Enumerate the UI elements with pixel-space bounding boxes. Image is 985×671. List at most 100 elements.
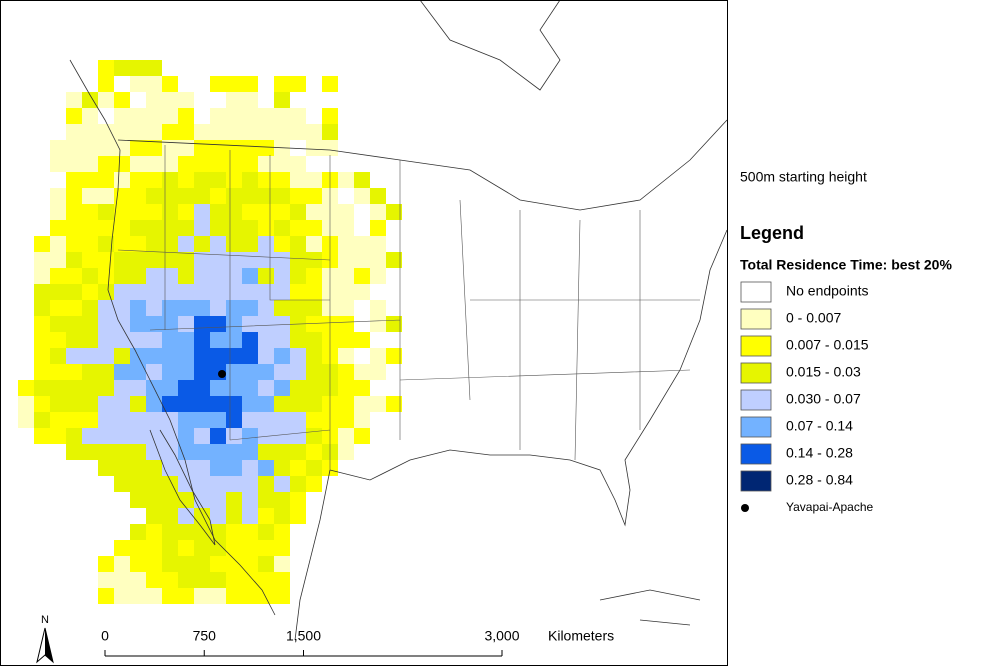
grid-cell [274,300,290,316]
grid-cell [322,108,338,124]
grid-cell [370,204,386,220]
grid-cell [274,204,290,220]
grid-cell [354,396,370,412]
grid-cell [178,156,194,172]
legend: No endpoints 0 - 0.007 0.007 - 0.015 0.015 … [740,281,873,514]
legend-site-label: Yavapai-Apache [786,500,873,514]
grid-cell [274,252,290,268]
grid-cell [226,220,242,236]
grid-cell [146,92,162,108]
grid-cell [194,396,210,412]
grid-cell [274,316,290,332]
north-label: N [41,614,49,626]
grid-cell [34,364,50,380]
grid-cell [226,396,242,412]
grid-cell [66,428,82,444]
grid-cell [226,476,242,492]
grid-cell [82,76,98,92]
grid-cell [146,332,162,348]
grid-cell [82,60,98,76]
grid-cell [130,108,146,124]
grid-cell [226,556,242,572]
scale-label: 750 [193,628,217,644]
grid-cell [130,268,146,284]
grid-cell [210,204,226,220]
grid-cell [258,140,274,156]
grid-cell [274,284,290,300]
grid-cell [290,476,306,492]
grid-cell [226,460,242,476]
grid-cell [306,92,322,108]
grid-cell [258,124,274,140]
grid-cell [178,332,194,348]
grid-cell [306,204,322,220]
grid-cell [258,76,274,92]
grid-cell [386,284,402,300]
grid-cell [258,412,274,428]
grid-cell [210,396,226,412]
grid-cell [274,460,290,476]
grid-cell [242,412,258,428]
legend-label: 0.07 - 0.14 [786,418,853,434]
grid-cell [162,140,178,156]
grid-cell [210,540,226,556]
grid-cell [194,524,210,540]
grid-cell [194,508,210,524]
grid-cell [226,268,242,284]
grid-cell [114,428,130,444]
grid-cell [98,556,114,572]
grid-cell [242,236,258,252]
grid-cell [130,140,146,156]
grid-cell [274,380,290,396]
grid-cell [178,108,194,124]
grid-cell [162,172,178,188]
grid-cell [226,316,242,332]
grid-cell [178,124,194,140]
grid-cell [210,284,226,300]
grid-cell [338,380,354,396]
grid-cell [242,444,258,460]
grid-cell [194,444,210,460]
grid-cell [258,508,274,524]
grid-cell [258,156,274,172]
grid-cell [242,396,258,412]
grid-cell [242,428,258,444]
grid-cell [306,428,322,444]
grid-cell [146,460,162,476]
grid-cell [146,284,162,300]
grid-cell [370,268,386,284]
grid-cell [162,508,178,524]
grid-cell [354,380,370,396]
grid-cell [178,364,194,380]
grid-cell [66,316,82,332]
grid-cell [194,492,210,508]
grid-cell [178,316,194,332]
grid-cell [306,444,322,460]
grid-cell [82,268,98,284]
grid-cell [242,588,258,604]
grid-cell [306,380,322,396]
gulf-coast [329,229,728,527]
grid-cell [114,588,130,604]
grid-cell [162,380,178,396]
grid-cell [210,156,226,172]
grid-cell [210,348,226,364]
grid-cell [258,444,274,460]
grid-cell [274,572,290,588]
grid-cell [226,332,242,348]
grid-cell [290,124,306,140]
grid-cell [146,396,162,412]
grid-cell [162,284,178,300]
grid-cell [242,76,258,92]
grid-cell [306,140,322,156]
grid-cell [242,508,258,524]
grid-cell [82,412,98,428]
grid-cell [162,236,178,252]
grid-cell [370,412,386,428]
grid-cell [178,300,194,316]
grid-cell [162,188,178,204]
scale-label: 3,000 [484,628,519,644]
grid-cell [194,220,210,236]
grid-cell [338,300,354,316]
grid-cell [162,124,178,140]
